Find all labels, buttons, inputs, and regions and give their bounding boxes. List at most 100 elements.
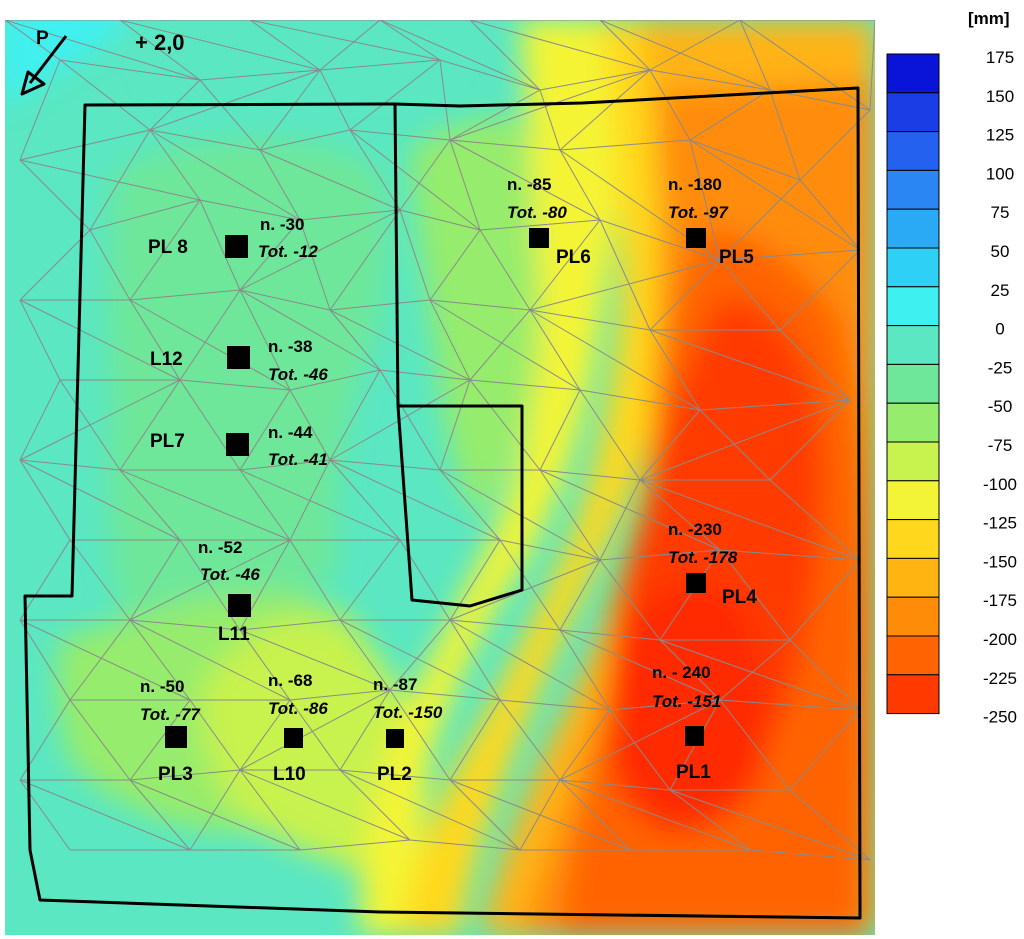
legend-tick-label: -50: [988, 397, 1013, 416]
point-n-value: n. -68: [268, 671, 312, 690]
legend-tick-label: 0: [995, 320, 1004, 339]
legend-tick-label: -200: [983, 630, 1017, 649]
point-name: PL1: [676, 762, 711, 783]
point-name: L10: [273, 764, 306, 785]
point-name: L12: [150, 349, 183, 370]
point-tot-value: Tot. -41: [268, 450, 328, 469]
survey-point-l12: L12 n. -38 Tot. -46: [150, 337, 328, 384]
legend-tick-label: 150: [986, 87, 1014, 106]
legend-tick-label: 25: [991, 281, 1010, 300]
point-n-value: n. -44: [268, 423, 313, 442]
survey-point-pl6: PL6 n. -85 Tot. -80: [507, 175, 591, 268]
survey-point-pl8: PL 8 n. -30 Tot. -12: [148, 215, 318, 261]
legend-swatch: [886, 53, 940, 94]
legend-tick-label: -25: [988, 358, 1013, 377]
survey-marker: [386, 729, 404, 748]
color-legend: [mm] 175 150 125 100 75 50 25 0 -25 -50 -75 -100 -12…: [886, 9, 1017, 727]
survey-point-pl3: PL3 n. -50 Tot. -77: [140, 677, 201, 785]
legend-ticks: 175 150 125 100 75 50 25 0 -25 -50 -75 -100 -125 -150…: [983, 48, 1017, 727]
point-tot-value: Tot. -151: [652, 692, 721, 711]
legend-swatch: [886, 519, 940, 559]
point-n-value: n. -85: [507, 175, 551, 194]
legend-swatch: [886, 247, 940, 288]
survey-point-pl2: PL2 n. -87 Tot. -150: [373, 675, 443, 785]
reference-level-label: + 2,0: [135, 30, 185, 55]
point-tot-value: Tot. -12: [258, 242, 318, 261]
legend-swatch: [886, 363, 940, 404]
legend-tick-label: -225: [983, 669, 1017, 688]
survey-point-pl7: PL7 n. -44 Tot. -41: [150, 423, 328, 469]
point-name: PL6: [556, 247, 591, 268]
point-n-value: n. -50: [140, 677, 184, 696]
survey-marker: [529, 228, 549, 248]
legend-swatch: [886, 557, 940, 598]
point-n-value: n. -87: [373, 675, 417, 694]
point-n-value: n. - 240: [652, 663, 711, 682]
legend-tick-label: 50: [991, 242, 1010, 261]
north-arrow: P: [20, 28, 68, 96]
survey-marker: [686, 228, 706, 248]
legend-unit: [mm]: [968, 9, 1010, 28]
legend-swatch: [886, 325, 940, 365]
legend-swatch: [886, 131, 940, 171]
survey-point-pl1: PL1 n. - 240 Tot. -151: [652, 663, 721, 783]
legend-tick-label: -100: [983, 475, 1017, 494]
point-name: PL3: [158, 764, 193, 785]
survey-marker: [226, 433, 249, 456]
point-name: PL4: [722, 587, 757, 608]
point-tot-value: Tot. -86: [268, 699, 328, 718]
legend-tick-label: 175: [986, 48, 1014, 67]
legend-tick-label: -175: [983, 591, 1017, 610]
survey-points: PL 8 n. -30 Tot. -12 L12 n. -38 Tot. -46…: [140, 175, 757, 785]
point-tot-value: Tot. -97: [668, 203, 729, 222]
legend-swatches: [886, 53, 940, 715]
legend-swatch: [886, 92, 940, 133]
contour-fill: [5, 20, 875, 935]
point-n-value: n. -52: [198, 538, 242, 557]
legend-swatch: [886, 480, 940, 521]
survey-marker: [165, 726, 187, 748]
site-boundary: [23, 86, 862, 920]
survey-marker: [284, 728, 303, 748]
legend-tick-label: 125: [986, 126, 1014, 145]
survey-point-l11: L11 n. -52 Tot. -46: [198, 538, 260, 645]
point-name: L11: [218, 624, 250, 645]
legend-swatch: [886, 674, 940, 715]
survey-marker: [228, 594, 251, 617]
legend-tick-label: -125: [983, 514, 1017, 533]
legend-tick-label: -75: [988, 436, 1013, 455]
point-tot-value: Tot. -80: [507, 203, 567, 222]
legend-swatch: [886, 169, 940, 210]
legend-swatch: [886, 441, 940, 482]
legend-swatch: [886, 596, 940, 637]
point-name: PL7: [150, 431, 185, 452]
legend-tick-label: -150: [983, 552, 1017, 571]
point-tot-value: Tot. -178: [668, 548, 738, 567]
point-n-value: n. -180: [668, 175, 722, 194]
survey-point-pl5: PL5 n. -180 Tot. -97: [668, 175, 754, 268]
legend-swatch: [886, 208, 940, 249]
survey-point-l10: L10 n. -68 Tot. -86: [268, 671, 328, 785]
north-arrow-label: P: [36, 28, 49, 49]
point-name: PL2: [377, 764, 412, 785]
legend-tick-label: 100: [986, 164, 1014, 183]
legend-tick-label: -250: [983, 708, 1017, 727]
point-tot-value: Tot. -150: [373, 703, 443, 722]
point-name: PL5: [719, 247, 754, 268]
survey-marker: [225, 235, 248, 258]
legend-swatch: [886, 635, 940, 676]
survey-point-pl4: PL4 n. -230 Tot. -178: [668, 520, 757, 608]
survey-marker: [227, 346, 250, 369]
point-n-value: n. -230: [668, 520, 722, 539]
legend-swatch: [886, 402, 940, 443]
legend-swatch: [886, 286, 940, 327]
legend-tick-label: 75: [991, 203, 1010, 222]
point-n-value: n. -38: [268, 337, 312, 356]
point-tot-value: Tot. -46: [268, 365, 328, 384]
point-n-value: n. -30: [260, 215, 304, 234]
point-name: PL 8: [148, 237, 188, 258]
point-tot-value: Tot. -46: [200, 565, 260, 584]
point-tot-value: Tot. -77: [140, 705, 201, 724]
survey-marker: [686, 573, 706, 593]
